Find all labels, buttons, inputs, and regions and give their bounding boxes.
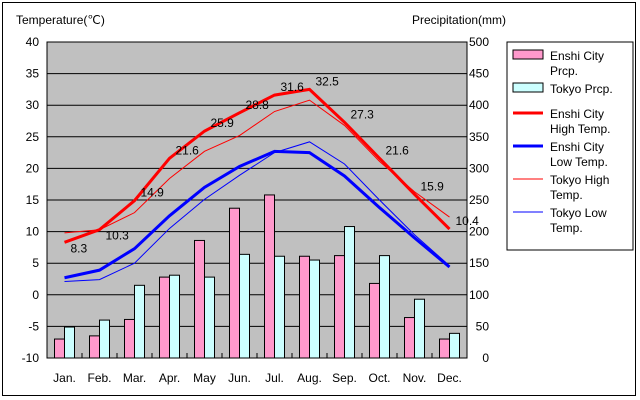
bar-enshi-city-prcp--10 — [404, 317, 415, 359]
bar-tokyo-prcp--0 — [64, 326, 75, 359]
bar-tokyo-prcp--7 — [309, 259, 320, 359]
data-label: 14.9 — [141, 186, 165, 200]
bar-enshi-city-prcp--2 — [124, 318, 135, 359]
x-tick-label: Jan. — [53, 371, 76, 385]
data-label: 32.5 — [316, 74, 340, 88]
data-label: 28.8 — [246, 98, 270, 112]
bar-enshi-city-prcp--7 — [299, 255, 310, 359]
bar-enshi-city-prcp--11 — [439, 338, 450, 359]
left-tick-label: -10 — [22, 351, 40, 365]
line-enshi-city-high-temp- — [63, 87, 451, 244]
right-tick-label: 150 — [469, 256, 489, 270]
bar-tokyo-prcp--9 — [379, 255, 390, 359]
left-tick-label: 40 — [26, 35, 40, 49]
left-tick-label: 30 — [26, 98, 40, 112]
legend-label: High Temp. — [550, 122, 610, 136]
legend-swatch — [512, 82, 544, 93]
x-tick-label: Apr. — [159, 371, 180, 385]
x-tick-label: Jul. — [265, 371, 284, 385]
bar-tokyo-prcp--3 — [169, 274, 180, 359]
chart-frame — [2, 2, 636, 396]
legend-label: Temp. — [550, 188, 583, 202]
bar-tokyo-prcp--1 — [99, 319, 110, 359]
bar-tokyo-prcp--2 — [134, 284, 145, 359]
legend-label: Tokyo Low — [550, 206, 607, 220]
bar-enshi-city-prcp--0 — [54, 338, 65, 359]
data-label: 8.3 — [71, 241, 88, 255]
bar-tokyo-prcp--4 — [204, 276, 215, 359]
left-tick-label: 35 — [26, 67, 40, 81]
data-label: 10.4 — [456, 214, 480, 228]
left-tick-label: -5 — [28, 319, 39, 333]
bar-enshi-city-prcp--6 — [264, 194, 275, 359]
data-label: 15.9 — [421, 179, 445, 193]
bar-enshi-city-prcp--5 — [229, 207, 240, 359]
right-tick-label: 200 — [469, 225, 489, 239]
data-label: 31.6 — [281, 80, 305, 94]
left-tick-label: 0 — [32, 288, 39, 302]
legend-label: Tokyo High — [550, 173, 609, 187]
right-tick-label: 300 — [469, 161, 489, 175]
x-tick-label: Sep. — [332, 371, 357, 385]
left-tick-label: 5 — [32, 256, 39, 270]
legend-swatch — [512, 49, 544, 60]
data-label: 21.6 — [386, 143, 410, 157]
left-tick-label: 25 — [26, 130, 40, 144]
right-tick-label: 250 — [469, 193, 489, 207]
data-label: 10.3 — [106, 229, 130, 243]
legend-label: Tokyo Prcp. — [550, 82, 613, 96]
right-axis-title: Precipitation(mm) — [412, 13, 507, 27]
bar-enshi-city-prcp--4 — [194, 239, 205, 359]
x-tick-label: Aug. — [297, 371, 322, 385]
bar-enshi-city-prcp--3 — [159, 276, 170, 359]
x-tick-label: Mar. — [123, 371, 146, 385]
legend-label: Enshi City — [550, 49, 604, 63]
x-tick-label: Dec. — [437, 371, 462, 385]
x-tick-label: Jun. — [228, 371, 251, 385]
right-tick-label: 500 — [469, 35, 489, 49]
x-tick-label: Feb. — [87, 371, 111, 385]
line-enshi-city-low-temp- — [64, 149, 451, 280]
x-tick-label: May — [193, 371, 216, 385]
right-tick-label: 350 — [469, 130, 489, 144]
left-axis-title: Temperature(℃) — [16, 13, 105, 27]
bar-tokyo-prcp--10 — [414, 298, 425, 359]
bar-tokyo-prcp--11 — [449, 332, 460, 359]
bar-enshi-city-prcp--8 — [334, 255, 345, 359]
left-tick-label: 20 — [26, 161, 40, 175]
right-tick-label: 400 — [469, 98, 489, 112]
right-tick-label: 0 — [482, 351, 489, 365]
x-tick-label: Oct. — [368, 371, 390, 385]
bar-tokyo-prcp--8 — [344, 226, 355, 359]
legend-label: Enshi City — [550, 107, 604, 121]
x-tick-label: Nov. — [403, 371, 427, 385]
left-tick-label: 10 — [26, 225, 40, 239]
data-label: 27.3 — [351, 107, 375, 121]
legend-label: Temp. — [550, 221, 583, 235]
left-tick-label: 15 — [26, 193, 40, 207]
legend-label: Enshi City — [550, 140, 604, 154]
data-label: 21.6 — [176, 143, 200, 157]
legend-label: Prcp. — [550, 64, 578, 78]
right-tick-label: 100 — [469, 288, 489, 302]
right-tick-label: 50 — [476, 319, 490, 333]
bar-tokyo-prcp--5 — [239, 253, 250, 359]
bar-tokyo-prcp--6 — [274, 255, 285, 359]
line-tokyo-high-temp- — [64, 99, 450, 234]
legend-label: Low Temp. — [550, 155, 608, 169]
data-label: 25.9 — [211, 116, 235, 130]
bar-enshi-city-prcp--1 — [89, 335, 100, 359]
line-tokyo-low-temp- — [64, 141, 450, 283]
right-tick-label: 450 — [469, 67, 489, 81]
bar-enshi-city-prcp--9 — [369, 282, 380, 359]
